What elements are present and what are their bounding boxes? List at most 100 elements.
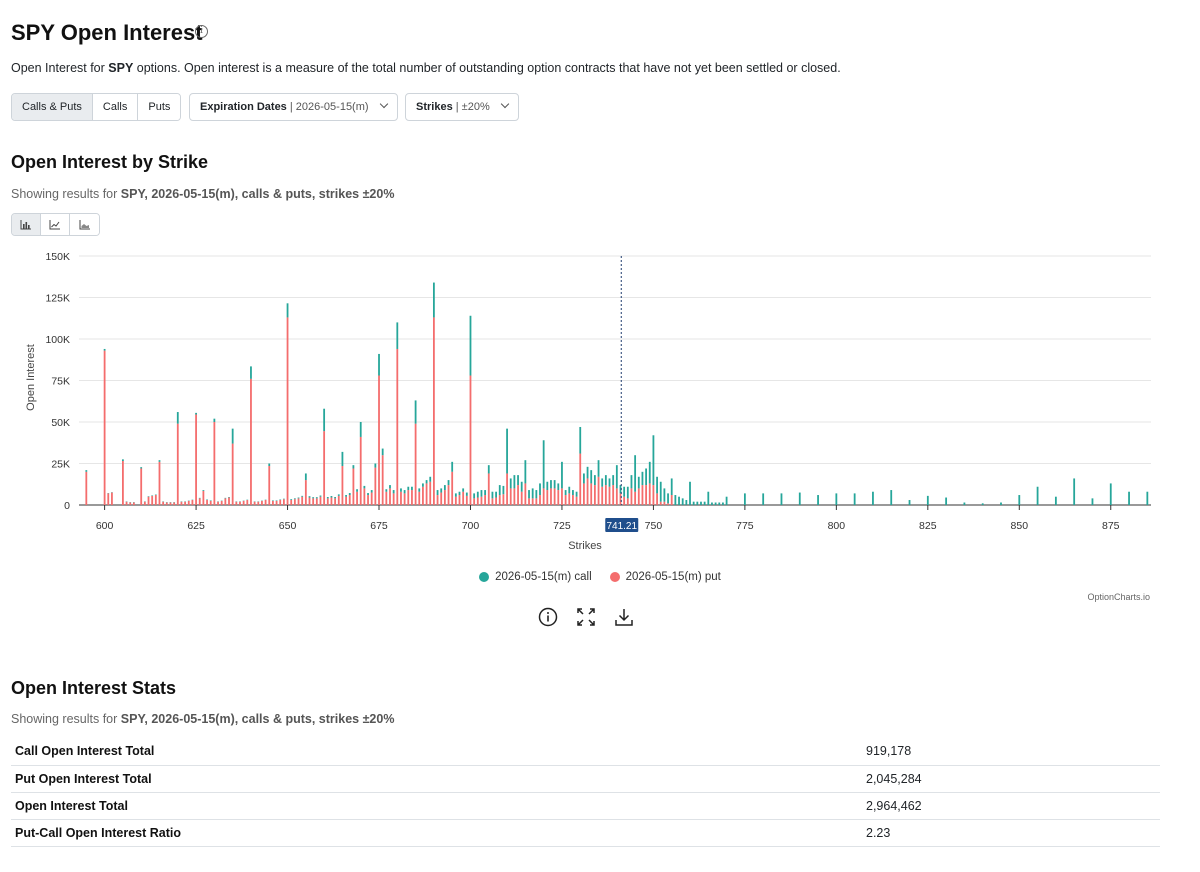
put-bar xyxy=(125,501,128,505)
put-bar xyxy=(465,495,468,505)
put-bar xyxy=(337,495,340,505)
calls-puts-tab[interactable]: Calls & Puts xyxy=(12,94,93,120)
expand-icon[interactable] xyxy=(575,606,597,628)
calls-tab[interactable]: Calls xyxy=(92,94,139,120)
put-bar xyxy=(330,497,333,505)
y-tick-label: 150K xyxy=(45,251,70,263)
call-bar xyxy=(495,491,497,498)
call-bar xyxy=(703,501,706,505)
put-bar xyxy=(275,500,278,505)
put-bar xyxy=(564,495,567,505)
call-bar xyxy=(506,428,508,474)
put-bar xyxy=(257,501,260,505)
put-bar xyxy=(407,490,410,505)
call-bar xyxy=(378,353,380,376)
legend-item-put[interactable]: 2026-05-15(m) put xyxy=(609,571,721,583)
call-bar xyxy=(334,497,337,499)
call-bar xyxy=(480,490,483,497)
call-bar xyxy=(981,503,984,505)
x-tick-label: 750 xyxy=(645,520,663,532)
area-chart-icon[interactable] xyxy=(70,214,99,235)
line-chart-icon[interactable] xyxy=(41,214,70,235)
put-bar xyxy=(228,497,230,505)
call-bar xyxy=(608,478,611,487)
call-bar xyxy=(663,488,666,502)
put-bar xyxy=(473,498,476,505)
put-bar xyxy=(111,492,113,505)
bar-chart-icon[interactable] xyxy=(12,214,41,235)
call-bar xyxy=(297,497,300,499)
put-bar xyxy=(411,490,413,505)
strikes-dropdown[interactable]: Strikes | ±20% xyxy=(405,93,519,121)
info-icon[interactable]: i xyxy=(195,25,208,38)
call-bar xyxy=(634,455,637,492)
put-bar xyxy=(418,491,421,505)
put-bar xyxy=(652,485,655,505)
put-bar xyxy=(154,495,157,505)
x-tick-label: 675 xyxy=(370,520,388,532)
put-bar xyxy=(520,491,523,505)
call-bar xyxy=(945,497,948,505)
call-bar xyxy=(612,475,615,486)
call-bar xyxy=(637,476,640,489)
call-bar xyxy=(553,480,556,489)
call-bar xyxy=(323,408,326,432)
call-bar xyxy=(345,495,347,497)
put-bar xyxy=(198,498,201,505)
call-bar xyxy=(564,490,567,496)
table-row: Call Open Interest Total 919,178 xyxy=(11,738,1160,766)
legend-item-call[interactable]: 2026-05-15(m) call xyxy=(479,571,592,583)
page-description: Open Interest for SPY options. Open inte… xyxy=(11,61,841,75)
call-bar xyxy=(604,475,607,486)
stats-showing-text: Showing results for SPY, 2026-05-15(m), … xyxy=(11,712,395,726)
call-bar xyxy=(451,461,454,472)
put-bar xyxy=(206,500,208,505)
info-circle-icon[interactable] xyxy=(537,606,559,628)
call-bar xyxy=(447,480,450,486)
put-bar xyxy=(447,485,450,505)
chevron-down-icon xyxy=(379,99,388,109)
put-bar xyxy=(103,350,106,505)
put-bar xyxy=(359,436,362,505)
table-row: Put-Call Open Interest Ratio 2.23 xyxy=(11,819,1160,847)
call-bar xyxy=(293,498,296,500)
call-bar xyxy=(696,501,699,505)
put-bar xyxy=(319,496,322,505)
x-tick-label: 875 xyxy=(1102,520,1120,532)
call-bar xyxy=(290,499,293,501)
open-interest-chart[interactable]: 0 25K 50K 75K 100K 125K 150K 600 625 650 675 700 725… xyxy=(0,245,1200,563)
call-bar xyxy=(476,491,479,498)
call-bar xyxy=(403,490,406,494)
call-bar xyxy=(418,488,421,492)
put-bar xyxy=(513,488,516,505)
put-bar xyxy=(484,495,487,505)
put-bar xyxy=(612,485,615,505)
call-bar xyxy=(407,486,410,491)
put-bar xyxy=(641,485,644,505)
expiration-dates-dropdown[interactable]: Expiration Dates | 2026-05-15(m) xyxy=(189,93,398,121)
call-bar xyxy=(356,489,358,492)
put-bar xyxy=(517,485,519,505)
put-bar xyxy=(304,480,307,505)
call-bar xyxy=(465,492,468,496)
call-bar xyxy=(714,502,717,505)
puts-tab[interactable]: Puts xyxy=(138,94,181,120)
put-bar xyxy=(140,468,143,505)
call-bar xyxy=(473,493,476,499)
chart-type-toggle xyxy=(11,213,100,236)
put-bar xyxy=(626,498,629,505)
call-bar xyxy=(601,478,604,487)
put-bar xyxy=(623,496,626,505)
call-bar xyxy=(315,497,318,499)
call-bar xyxy=(762,493,765,505)
call-bar xyxy=(557,483,560,491)
put-bar xyxy=(202,490,205,505)
chart-section-title: Open Interest by Strike xyxy=(11,152,209,172)
download-icon[interactable] xyxy=(613,606,635,628)
put-bar xyxy=(670,495,673,505)
call-bar xyxy=(674,495,677,505)
put-bar xyxy=(414,423,417,505)
put-bar xyxy=(213,422,216,505)
put-bar xyxy=(374,467,377,505)
put-bar xyxy=(531,498,534,505)
